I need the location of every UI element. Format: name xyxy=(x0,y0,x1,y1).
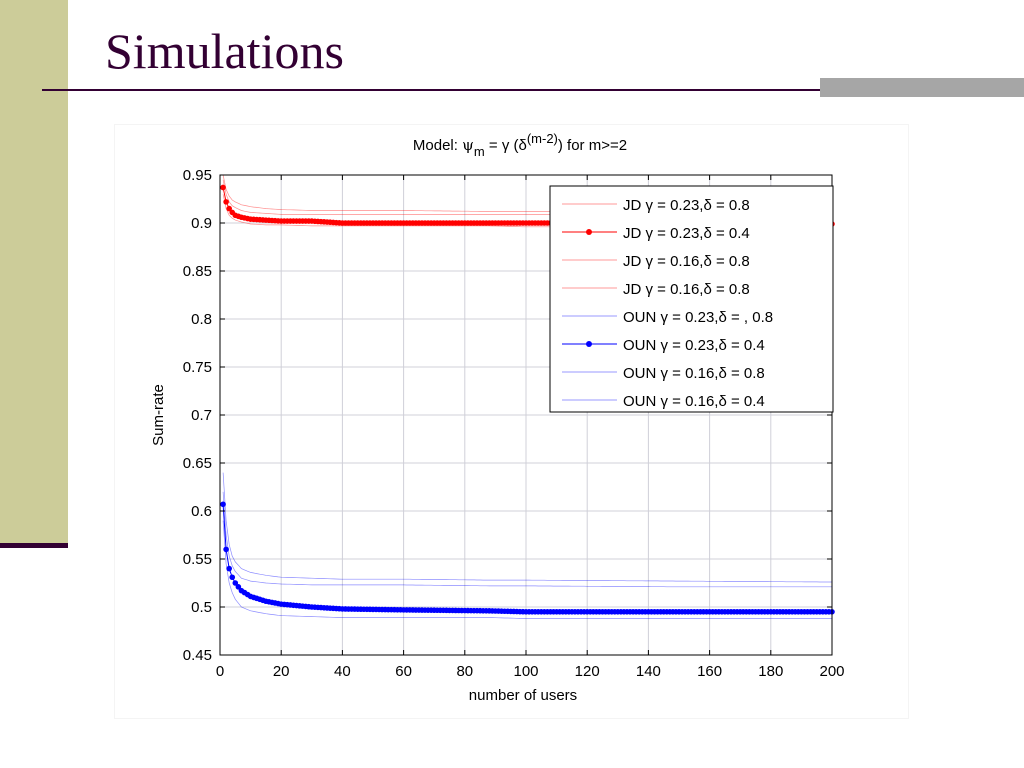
legend-label: OUN γ = 0.16,δ = 0.4 xyxy=(623,393,765,410)
legend-label: OUN γ = 0.23,δ = , 0.8 xyxy=(623,309,773,326)
series-line xyxy=(222,491,832,588)
title-divider xyxy=(42,89,972,91)
data-point xyxy=(223,199,229,205)
data-point xyxy=(220,501,226,508)
legend-label: JD γ = 0.23,δ = 0.4 xyxy=(623,225,750,242)
x-tick-label: 200 xyxy=(819,663,844,680)
legend-label: JD γ = 0.16,δ = 0.8 xyxy=(623,281,750,298)
chart-title: Model: ψm = γ (δ(m-2)) for m>=2 xyxy=(413,131,627,159)
x-tick-label: 80 xyxy=(456,663,473,680)
x-tick-label: 120 xyxy=(575,663,600,680)
x-tick-label: 140 xyxy=(636,663,661,680)
legend: JD γ = 0.23,δ = 0.8 JD γ = 0.23,δ = 0.4 JD… xyxy=(549,185,834,413)
x-tick-label: 0 xyxy=(216,663,224,680)
x-tick-label: 40 xyxy=(334,663,351,680)
legend-box xyxy=(549,185,834,413)
y-axis-label: Sum-rate xyxy=(150,384,167,446)
y-tick-label: 0.8 xyxy=(191,311,212,328)
y-tick-label: 0.55 xyxy=(183,551,212,568)
x-axis-label: number of users xyxy=(469,687,577,704)
legend-label: JD γ = 0.23,δ = 0.8 xyxy=(623,197,750,214)
x-tick-label: 60 xyxy=(395,663,412,680)
y-tick-label: 0.75 xyxy=(183,359,212,376)
legend-label: OUN γ = 0.16,δ = 0.8 xyxy=(623,365,765,382)
legend-marker xyxy=(586,229,592,235)
x-tick-label: 160 xyxy=(697,663,722,680)
data-point xyxy=(223,546,229,553)
legend-label: OUN γ = 0.23,δ = 0.4 xyxy=(623,337,765,354)
y-tick-label: 0.85 xyxy=(183,263,212,280)
data-point xyxy=(220,184,226,191)
data-point xyxy=(235,584,242,590)
sidebar-accent-line xyxy=(0,543,68,548)
y-tick-label: 0.45 xyxy=(183,647,212,664)
y-tick-label: 0.7 xyxy=(191,407,212,424)
decorative-grey-block xyxy=(820,78,1024,97)
x-tick-label: 100 xyxy=(513,663,538,680)
y-tick-label: 0.6 xyxy=(191,503,212,520)
legend-label: JD γ = 0.16,δ = 0.8 xyxy=(623,253,750,270)
data-point xyxy=(226,205,232,212)
x-tick-label: 20 xyxy=(273,663,290,680)
data-point xyxy=(226,565,232,572)
y-tick-label: 0.95 xyxy=(183,167,212,184)
data-point xyxy=(232,580,239,586)
legend-marker xyxy=(586,341,592,347)
x-tick-label: 180 xyxy=(758,663,783,680)
y-tick-label: 0.65 xyxy=(183,455,212,472)
y-tick-label: 0.9 xyxy=(191,215,212,232)
slide-title: Simulations xyxy=(105,23,344,79)
data-point xyxy=(229,574,236,581)
y-tick-label: 0.5 xyxy=(191,599,212,616)
series-line xyxy=(222,504,832,613)
series-line xyxy=(222,520,832,619)
series-line xyxy=(222,472,832,583)
